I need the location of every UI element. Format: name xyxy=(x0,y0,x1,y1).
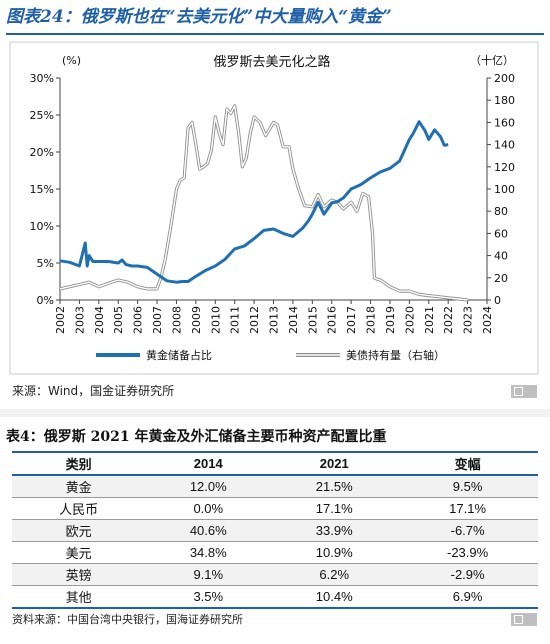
right-tick-label: 120 xyxy=(494,161,515,174)
legend-label: 美债持有量（右轴） xyxy=(346,348,445,362)
table-header: 类别 xyxy=(12,451,146,476)
table-row: 黄金 12.0% 21.5% 9.5% xyxy=(12,475,538,498)
right-tick-label: 40 xyxy=(494,250,508,263)
x-tick-label: 2002 xyxy=(54,306,67,334)
table-header: 变幅 xyxy=(397,451,538,476)
left-tick-label: 30% xyxy=(30,72,54,85)
x-tick-label: 2006 xyxy=(132,306,145,334)
right-tick-label: 0 xyxy=(494,294,501,307)
x-tick-label: 2017 xyxy=(345,306,358,334)
left-axis-unit: (%) xyxy=(62,54,81,67)
table-cell: 17.1% xyxy=(397,497,538,520)
x-tick-label: 2005 xyxy=(112,306,125,334)
chart-frame xyxy=(9,41,539,375)
table-cell: 6.2% xyxy=(271,563,398,586)
section-divider xyxy=(0,409,550,417)
x-tick-label: 2020 xyxy=(403,306,416,334)
table-row: 其他 3.5% 10.4% 6.9% xyxy=(12,585,538,609)
table-cell: 黄金 xyxy=(12,475,146,498)
right-tick-label: 20 xyxy=(494,272,508,285)
table-source: 资料来源：中国台湾中央银行，国海证券研究所 xyxy=(12,613,243,626)
table-cell: 3.5% xyxy=(145,585,272,609)
x-tick-label: 2004 xyxy=(93,306,106,334)
x-tick-label: 2010 xyxy=(209,306,222,334)
left-tick-label: 25% xyxy=(30,109,54,122)
table-row: 欧元 40.6% 33.9% -6.7% xyxy=(12,519,538,542)
watermark-icon xyxy=(511,385,537,398)
table-cell: 34.8% xyxy=(145,541,272,564)
x-tick-label: 2003 xyxy=(73,306,86,334)
table-cell: 美元 xyxy=(12,541,146,564)
x-tick-label: 2022 xyxy=(442,306,455,334)
table-header: 2014 xyxy=(145,451,272,476)
table-cell: 英镑 xyxy=(12,563,146,586)
table-cell: 21.5% xyxy=(271,475,398,498)
series-line-treasury xyxy=(59,105,468,301)
right-tick-label: 160 xyxy=(494,116,515,129)
table-title: 表4：俄罗斯 2021 年黄金及外汇储备主要币种资产配置比重 xyxy=(6,429,387,445)
table-cell: 33.9% xyxy=(271,519,398,542)
table-cell: -23.9% xyxy=(397,541,538,564)
left-tick-label: 20% xyxy=(30,146,54,159)
figure-title: 图表24：俄罗斯也在“去美元化”中大量购入“黄金” xyxy=(6,7,392,27)
right-tick-label: 60 xyxy=(494,227,508,240)
right-tick-label: 100 xyxy=(494,183,515,196)
legend-label: 黄金储备占比 xyxy=(146,348,212,362)
chart-title: 俄罗斯去美元化之路 xyxy=(213,54,330,70)
x-tick-label: 2014 xyxy=(287,306,300,334)
x-tick-label: 2012 xyxy=(248,306,261,334)
table-cell: 6.9% xyxy=(397,585,538,609)
x-tick-label: 2013 xyxy=(268,306,281,334)
x-tick-label: 2011 xyxy=(229,306,242,334)
table-cell: 17.1% xyxy=(271,497,398,520)
x-tick-label: 2021 xyxy=(423,306,436,334)
left-tick-label: 15% xyxy=(30,183,54,196)
table-cell: 10.9% xyxy=(271,541,398,564)
table-cell: -6.7% xyxy=(397,519,538,542)
table-cell: 0.0% xyxy=(145,497,272,520)
table-row: 英镑 9.1% 6.2% -2.9% xyxy=(12,563,538,586)
series-line-gold xyxy=(59,120,449,284)
right-tick-label: 140 xyxy=(494,139,515,152)
table-cell: 欧元 xyxy=(12,519,146,542)
x-tick-label: 2008 xyxy=(170,306,183,334)
x-tick-label: 2009 xyxy=(190,306,203,334)
x-tick-label: 2007 xyxy=(151,306,164,334)
x-tick-label: 2019 xyxy=(384,306,397,334)
table-cell: 其他 xyxy=(12,585,146,609)
left-tick-label: 5% xyxy=(37,257,54,270)
x-tick-label: 2023 xyxy=(462,306,475,334)
table-cell: -2.9% xyxy=(397,563,538,586)
right-tick-label: 180 xyxy=(494,94,515,107)
table-cell: 40.6% xyxy=(145,519,272,542)
table-row: 人民币 0.0% 17.1% 17.1% xyxy=(12,497,538,520)
watermark-icon xyxy=(511,613,537,626)
x-tick-label: 2024 xyxy=(481,306,494,334)
allocation-table: 类别 2014 2021 变幅 黄金 12.0% 21.5% 9.5% 人民币 … xyxy=(12,451,538,609)
table-row: 美元 34.8% 10.9% -23.9% xyxy=(12,541,538,564)
table-cell: 人民币 xyxy=(12,497,146,520)
table-header: 2021 xyxy=(271,451,398,476)
left-tick-label: 0% xyxy=(37,294,54,307)
right-tick-label: 200 xyxy=(494,72,515,85)
table-cell: 10.4% xyxy=(271,585,398,609)
x-tick-label: 2016 xyxy=(326,306,339,334)
x-tick-label: 2015 xyxy=(306,306,319,334)
table-cell: 9.1% xyxy=(145,563,272,586)
right-tick-label: 80 xyxy=(494,205,508,218)
chart-source: 来源：Wind，国金证券研究所 xyxy=(12,384,175,398)
right-axis-unit: （十亿） xyxy=(470,53,514,67)
table-cell: 9.5% xyxy=(397,475,538,498)
table-header-row: 类别 2014 2021 变幅 xyxy=(12,451,538,476)
table-cell: 12.0% xyxy=(145,475,272,498)
title-rule xyxy=(6,33,544,35)
x-tick-label: 2018 xyxy=(365,306,378,334)
chart: 俄罗斯去美元化之路 (%) （十亿） 0%5%10%15%20%25%30%02… xyxy=(9,41,539,375)
left-tick-label: 10% xyxy=(30,220,54,233)
